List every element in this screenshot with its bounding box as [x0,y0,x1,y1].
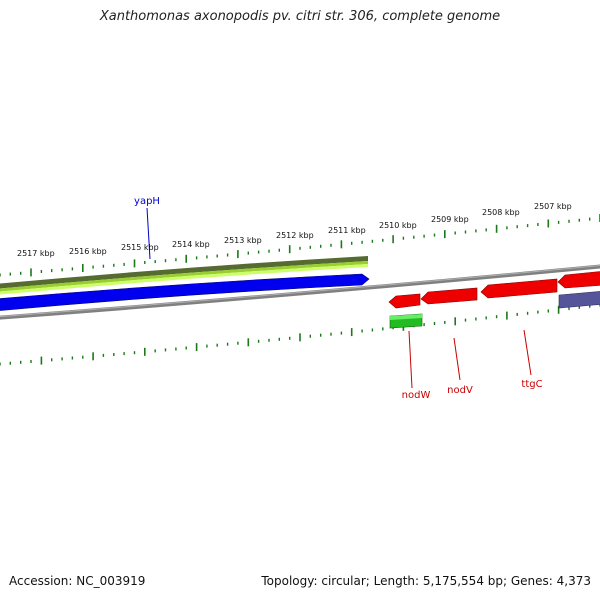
purple-feature [558,291,600,309]
outer-ruler [0,214,600,277]
kbp-label: 2509 kbp [431,215,469,224]
genome-backbone [0,264,600,320]
gene-label-nodW[interactable]: nodW [402,390,431,401]
forward-gene-arrow [0,273,370,311]
gene-label-line [523,329,532,376]
reverse-gene-arrow [480,278,558,299]
feature-band-light [0,264,368,295]
gene-label-nodV[interactable]: nodV [447,385,473,396]
feature-band [0,261,368,292]
kbp-label: 2511 kbp [328,226,366,235]
kbp-label: 2514 kbp [172,240,210,249]
gene-label-ttgC[interactable]: ttgC [521,379,542,390]
gene-label-line [408,330,413,389]
inner-ruler [0,303,600,366]
reverse-gene-arrow [557,271,600,289]
accession-text: Accession: NC_003919 [9,574,146,588]
kbp-label: 2513 kbp [224,236,262,245]
gene-label-line [453,337,461,381]
kbp-label: 2515 kbp [121,243,159,252]
map-title: Xanthomonas axonopodis pv. citri str. 30… [99,9,501,24]
kbp-label: 2508 kbp [482,208,520,217]
gene-label-yapH[interactable]: yapH [134,196,160,207]
kbp-label: 2517 kbp [17,249,55,258]
kbp-label: 2516 kbp [69,247,107,256]
kbp-label: 2512 kbp [276,231,314,240]
kbp-label: 2510 kbp [379,221,417,230]
gene-label-line [146,207,151,260]
genome-summary: Topology: circular; Length: 5,175,554 bp… [261,574,591,588]
reverse-gene-arrow [388,293,421,309]
reverse-gene-arrow [420,287,478,305]
kbp-label: 2507 kbp [534,202,572,211]
green-feature-highlight [390,314,422,320]
rna-band [0,256,368,289]
genome-backbone-highlight [0,264,600,318]
